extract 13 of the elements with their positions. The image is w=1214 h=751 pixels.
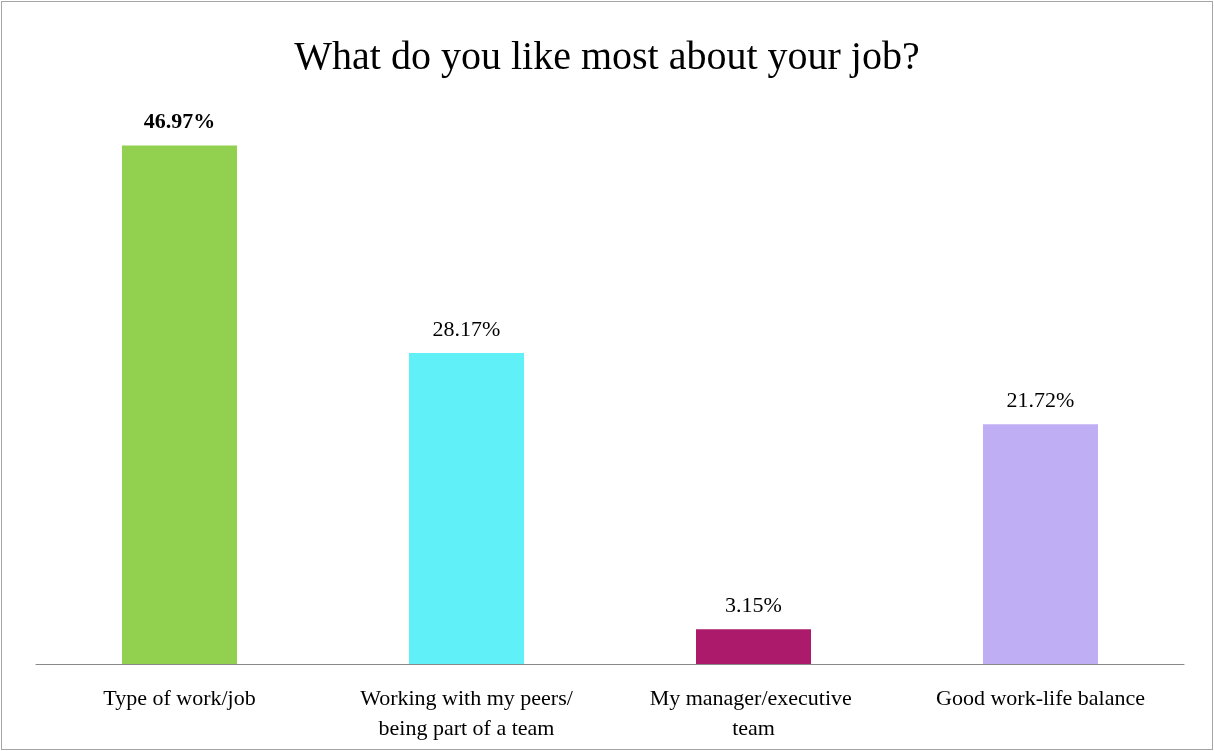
data-label: 46.97% [143, 107, 216, 133]
bar [983, 424, 1098, 664]
bar [409, 353, 524, 664]
data-label: 21.72% [1006, 386, 1075, 412]
chart-title: What do you like most about your job? [294, 32, 920, 78]
x-tick-label: Type of work/job [103, 684, 256, 710]
bar [696, 629, 811, 664]
x-tick-label: Working with my peers/being part of a team [360, 684, 574, 740]
data-label: 3.15% [725, 591, 782, 617]
bar [122, 145, 237, 664]
data-label: 28.17% [432, 315, 501, 341]
x-tick-label: My manager/executive team [649, 684, 858, 740]
x-tick-label: Good work-life balance [936, 684, 1145, 710]
